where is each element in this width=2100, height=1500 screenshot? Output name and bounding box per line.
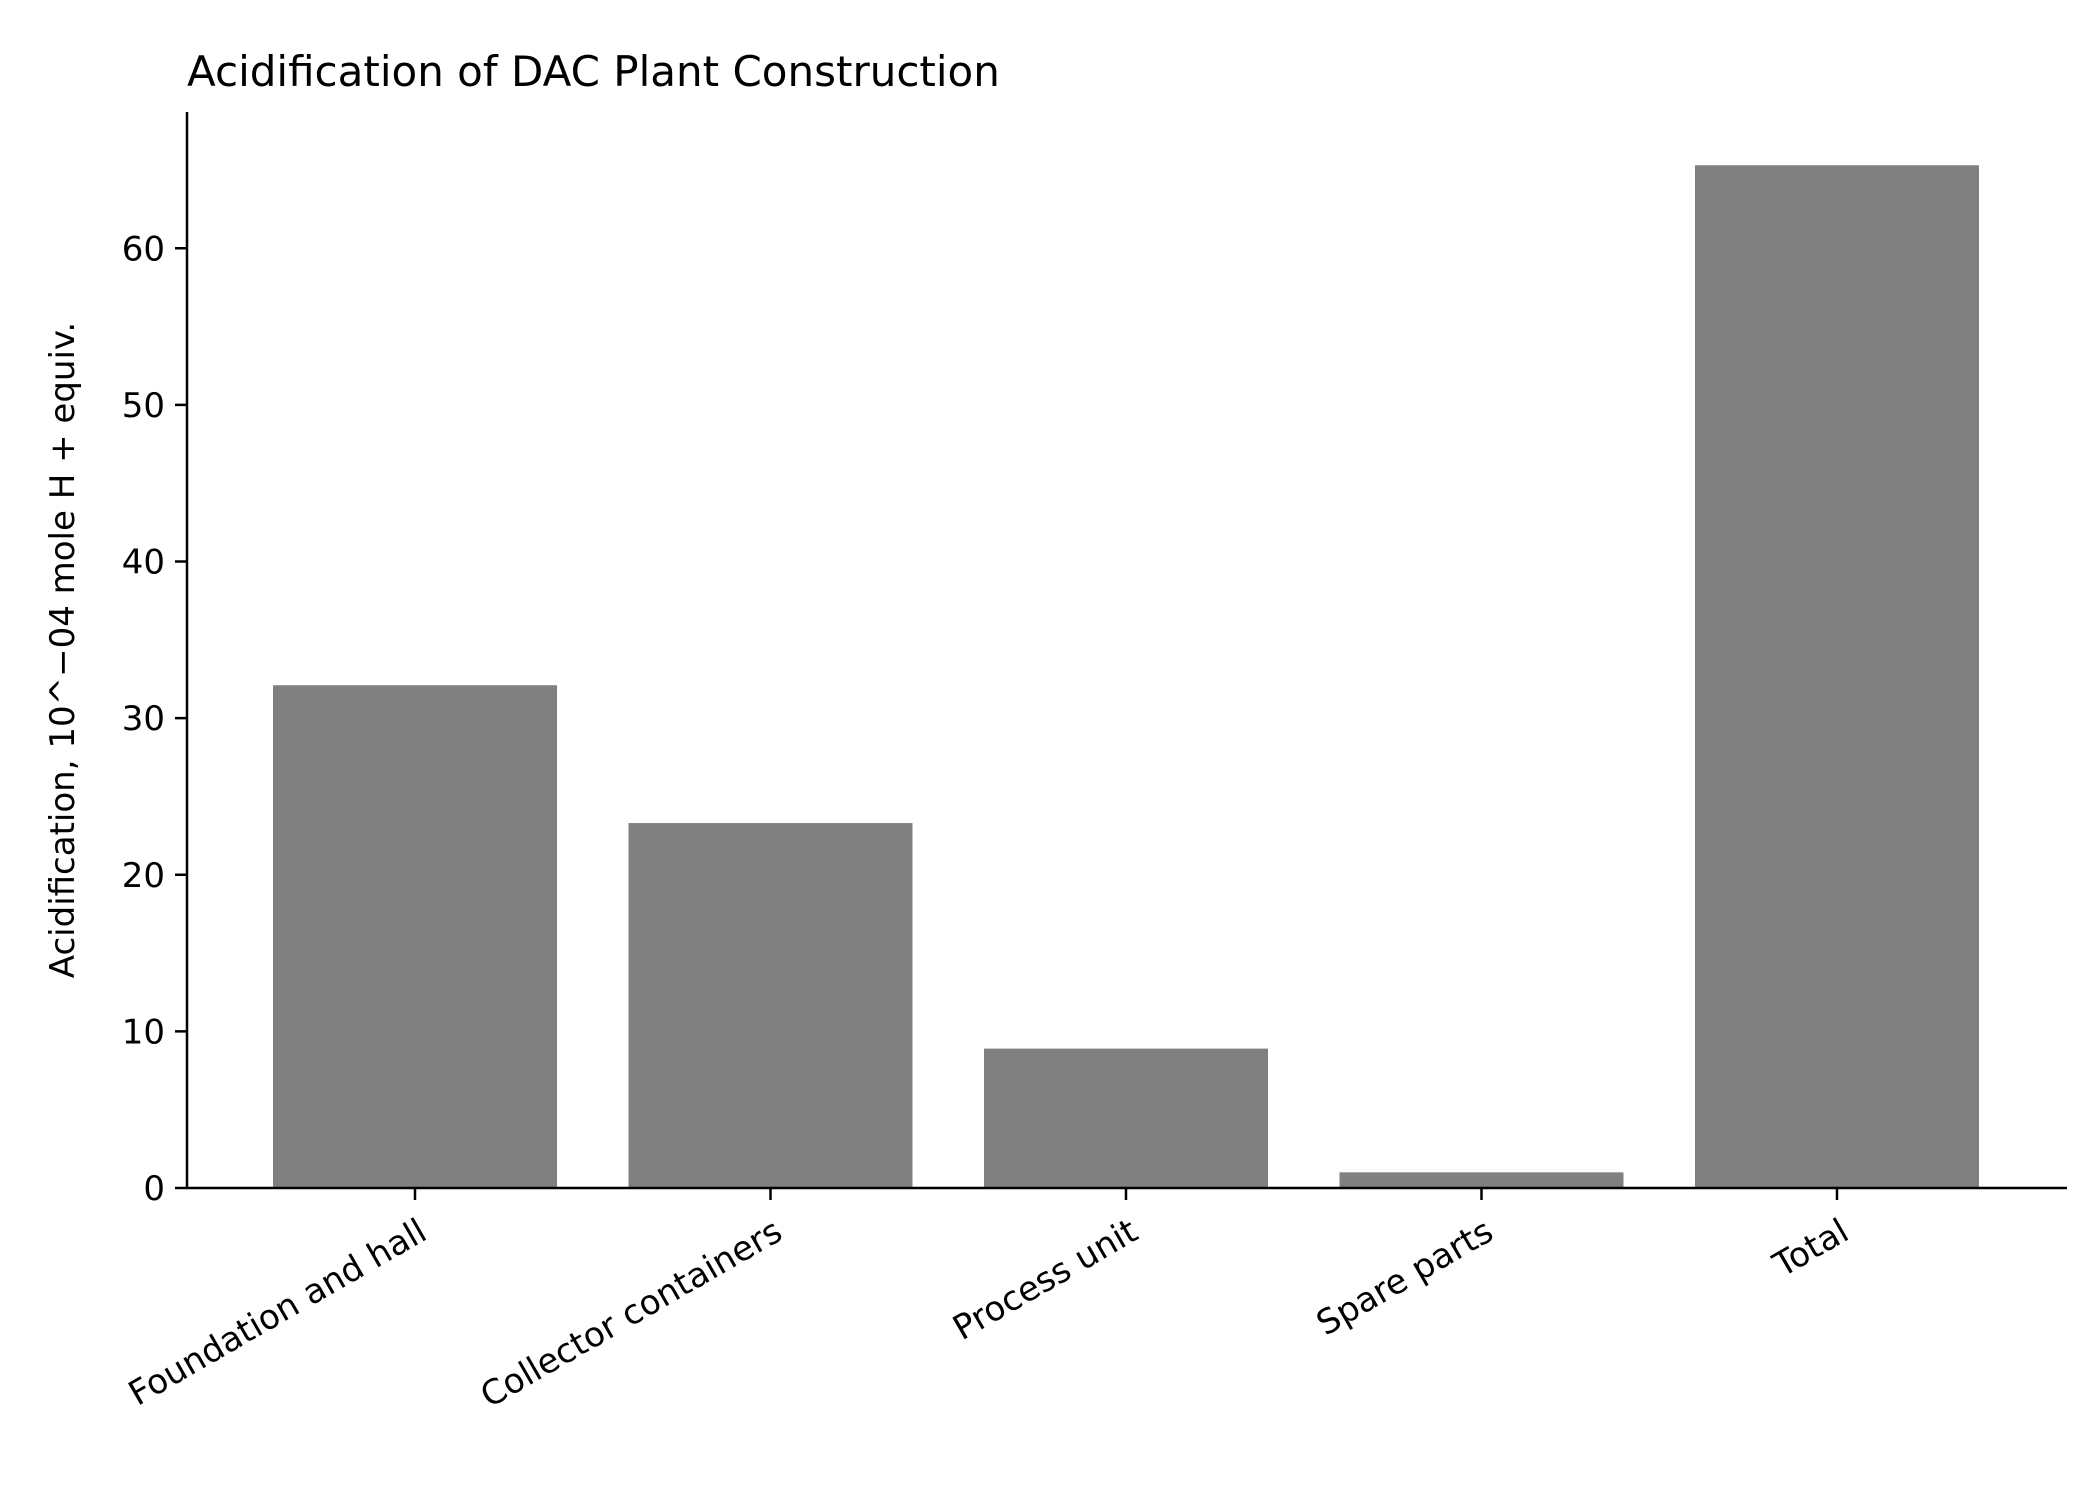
x-tick-label: Process unit bbox=[946, 1211, 1144, 1348]
y-axis-label: Acidification, 10^−04 mole H + equiv. bbox=[43, 322, 83, 978]
y-tick-label: 40 bbox=[122, 543, 165, 583]
bar-total bbox=[1695, 165, 1979, 1188]
y-tick-label: 10 bbox=[122, 1012, 165, 1052]
x-tick-label: Collector containers bbox=[474, 1211, 789, 1416]
x-axis-ticks: Foundation and hall Collector containers P… bbox=[122, 1188, 1856, 1416]
bars-group bbox=[273, 165, 1979, 1188]
x-tick-label: Total bbox=[1766, 1211, 1856, 1286]
bar-collector-containers bbox=[628, 823, 913, 1188]
y-tick-label: 50 bbox=[122, 386, 165, 426]
y-tick-label: 20 bbox=[122, 856, 165, 896]
y-tick-label: 30 bbox=[122, 699, 165, 739]
bar-spare-parts bbox=[1339, 1172, 1624, 1188]
x-tick-label: Spare parts bbox=[1310, 1211, 1500, 1344]
y-tick-label: 60 bbox=[122, 229, 165, 269]
y-axis-ticks: 0 10 20 30 40 50 60 bbox=[122, 229, 187, 1209]
y-tick-label: 0 bbox=[143, 1169, 165, 1209]
bar-foundation-and-hall bbox=[273, 685, 557, 1188]
chart-title: Acidification of DAC Plant Construction bbox=[187, 47, 1000, 96]
x-tick-label: Foundation and hall bbox=[122, 1211, 434, 1414]
bar-process-unit bbox=[984, 1048, 1268, 1188]
